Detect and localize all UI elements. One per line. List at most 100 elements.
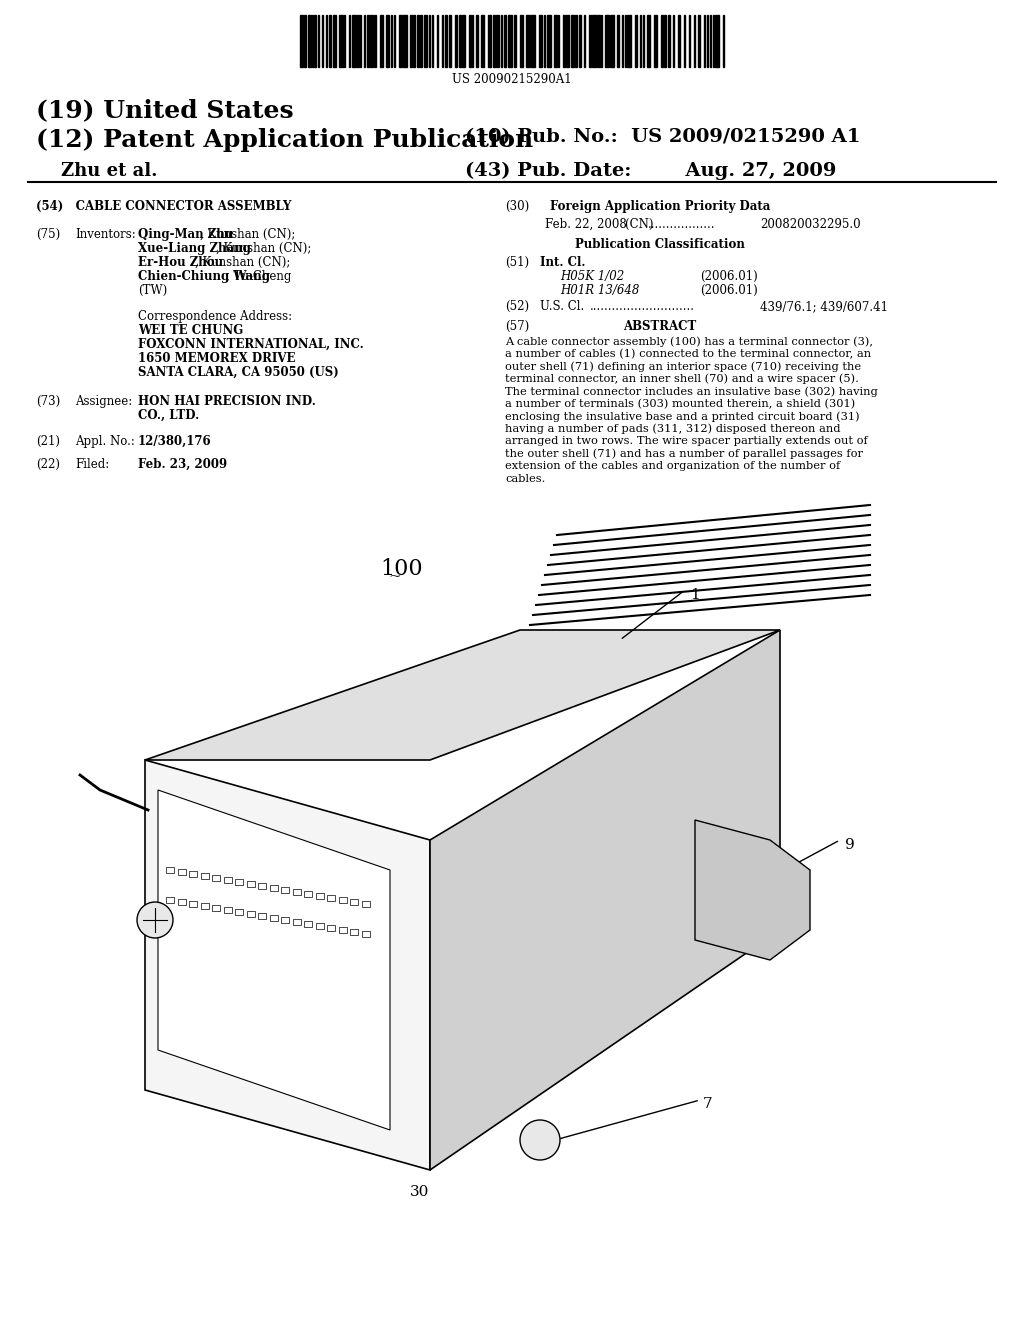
Bar (281, 917, 289, 923)
Text: (19) United States: (19) United States (36, 98, 294, 121)
Bar (413, 15, 415, 67)
Text: , Tu-Cheng: , Tu-Cheng (226, 271, 292, 282)
Bar (177, 869, 185, 875)
Text: (21): (21) (36, 436, 60, 447)
Bar (308, 15, 311, 67)
Bar (281, 887, 289, 894)
Bar (605, 15, 609, 67)
Bar (566, 15, 569, 67)
Text: enclosing the insulative base and a printed circuit board (31): enclosing the insulative base and a prin… (505, 411, 859, 421)
Text: (43) Pub. Date:        Aug. 27, 2009: (43) Pub. Date: Aug. 27, 2009 (465, 162, 837, 181)
Bar (420, 15, 422, 67)
Text: ~: ~ (388, 570, 400, 583)
Text: Publication Classification: Publication Classification (575, 238, 744, 251)
Bar (610, 15, 614, 67)
Bar (504, 15, 506, 67)
Text: (10) Pub. No.:  US 2009/0215290 A1: (10) Pub. No.: US 2009/0215290 A1 (465, 128, 860, 147)
Text: (22): (22) (36, 458, 60, 471)
Bar (201, 873, 209, 879)
Text: ............................: ............................ (590, 300, 695, 313)
Bar (212, 906, 220, 911)
Bar (476, 15, 478, 67)
Text: 30: 30 (410, 1185, 429, 1199)
Text: cables.: cables. (505, 474, 546, 483)
Bar (315, 923, 324, 929)
Bar (223, 876, 231, 883)
Bar (654, 15, 657, 67)
Polygon shape (145, 630, 780, 760)
Text: Er-Hou Zhou: Er-Hou Zhou (138, 256, 223, 269)
Bar (526, 15, 530, 67)
Bar (293, 888, 300, 895)
Bar (493, 15, 495, 67)
Text: Feb. 23, 2009: Feb. 23, 2009 (138, 458, 227, 471)
Bar (327, 895, 335, 902)
Bar (269, 884, 278, 891)
Bar (370, 15, 372, 67)
Text: Xue-Liang Zhang: Xue-Liang Zhang (138, 242, 251, 255)
Bar (269, 915, 278, 921)
Text: Filed:: Filed: (75, 458, 110, 471)
Text: (30): (30) (505, 201, 529, 213)
Text: Assignee:: Assignee: (75, 395, 132, 408)
Text: HON HAI PRECISION IND.: HON HAI PRECISION IND. (138, 395, 315, 408)
Bar (304, 921, 312, 927)
Bar (508, 15, 512, 67)
Text: (52): (52) (505, 300, 529, 313)
Text: 1650 MEMOREX DRIVE: 1650 MEMOREX DRIVE (138, 352, 296, 366)
Bar (399, 15, 402, 67)
Bar (314, 15, 316, 67)
Text: having a number of pads (311, 312) disposed thereon and: having a number of pads (311, 312) dispo… (505, 424, 841, 434)
Text: (12) Patent Application Publication: (12) Patent Application Publication (36, 128, 534, 152)
Bar (592, 15, 596, 67)
Bar (469, 15, 471, 67)
Text: (TW): (TW) (138, 284, 167, 297)
Bar (357, 15, 359, 67)
Text: 439/76.1; 439/607.41: 439/76.1; 439/607.41 (760, 300, 888, 313)
Text: FOXCONN INTERNATIONAL, INC.: FOXCONN INTERNATIONAL, INC. (138, 338, 364, 351)
Text: Inventors:: Inventors: (75, 228, 136, 242)
Text: The terminal connector includes an insulative base (302) having: The terminal connector includes an insul… (505, 385, 878, 396)
Text: CO., LTD.: CO., LTD. (138, 409, 200, 422)
Text: Feb. 22, 2008: Feb. 22, 2008 (545, 218, 627, 231)
Bar (617, 15, 618, 67)
Bar (678, 15, 680, 67)
Bar (403, 15, 407, 67)
Bar (339, 898, 346, 903)
Bar (380, 15, 383, 67)
Bar (547, 15, 551, 67)
Bar (177, 899, 185, 906)
Bar (488, 15, 490, 67)
Bar (201, 903, 209, 909)
Bar (304, 15, 306, 67)
Text: SANTA CLARA, CA 95050 (US): SANTA CLARA, CA 95050 (US) (138, 366, 339, 379)
Bar (539, 15, 542, 67)
Bar (234, 879, 243, 884)
Bar (223, 907, 231, 913)
Text: outer shell (71) defining an interior space (710) receiving the: outer shell (71) defining an interior sp… (505, 360, 861, 371)
Text: Qing-Man Zhu: Qing-Man Zhu (138, 228, 233, 242)
Bar (367, 15, 369, 67)
Bar (361, 931, 370, 937)
Bar (571, 15, 574, 67)
Bar (350, 929, 358, 935)
Bar (293, 919, 300, 925)
Text: 12/380,176: 12/380,176 (138, 436, 212, 447)
Text: (54)   CABLE CONNECTOR ASSEMBLY: (54) CABLE CONNECTOR ASSEMBLY (36, 201, 292, 213)
Text: Foreign Application Priority Data: Foreign Application Priority Data (550, 201, 770, 213)
Circle shape (520, 1119, 560, 1160)
Text: extension of the cables and organization of the number of: extension of the cables and organization… (505, 461, 841, 471)
Bar (352, 15, 356, 67)
Text: 100: 100 (380, 558, 423, 579)
Text: Zhu et al.: Zhu et al. (36, 162, 158, 180)
Bar (462, 15, 465, 67)
Bar (304, 891, 312, 898)
Polygon shape (158, 789, 390, 1130)
Bar (258, 913, 266, 919)
Text: terminal connector, an inner shell (70) and a wire spacer (5).: terminal connector, an inner shell (70) … (505, 374, 859, 384)
Text: 200820032295.0: 200820032295.0 (760, 218, 860, 231)
Text: arranged in two rows. The wire spacer partially extends out of: arranged in two rows. The wire spacer pa… (505, 436, 867, 446)
Text: (2006.01): (2006.01) (700, 284, 758, 297)
Text: a number of cables (1) connected to the terminal connector, an: a number of cables (1) connected to the … (505, 348, 871, 359)
Polygon shape (145, 760, 430, 1170)
